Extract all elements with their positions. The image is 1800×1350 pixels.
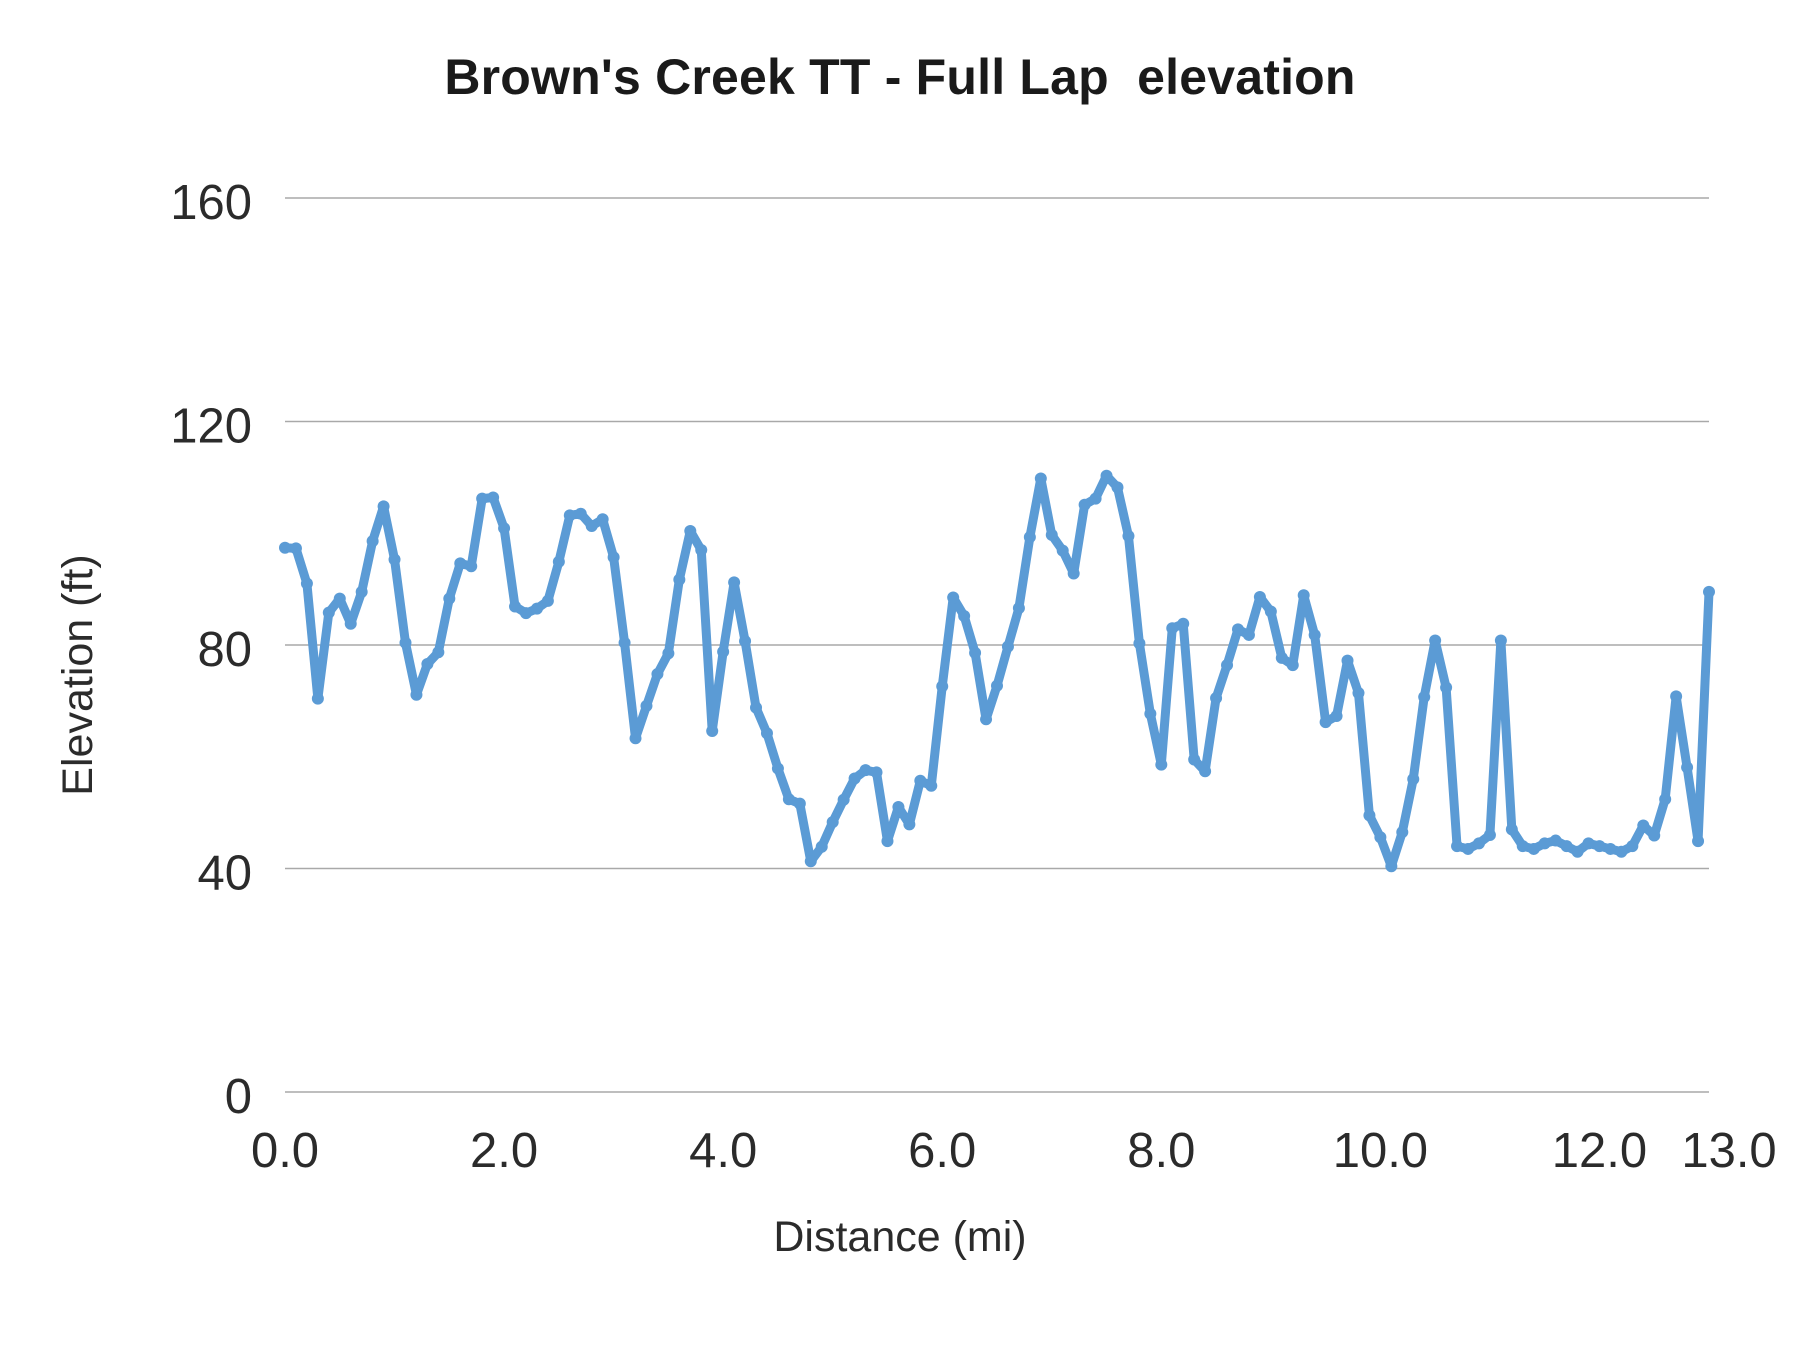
svg-text:0.0: 0.0: [251, 1124, 319, 1178]
svg-text:80: 80: [197, 623, 252, 677]
svg-text:4.0: 4.0: [689, 1124, 757, 1178]
svg-text:120: 120: [170, 400, 252, 454]
svg-text:160: 160: [170, 176, 252, 230]
svg-text:2.0: 2.0: [470, 1124, 538, 1178]
svg-text:40: 40: [197, 847, 252, 901]
svg-text:6.0: 6.0: [908, 1124, 976, 1178]
svg-text:8.0: 8.0: [1127, 1124, 1195, 1178]
svg-text:12.0: 12.0: [1552, 1124, 1647, 1178]
svg-text:13.0: 13.0: [1681, 1124, 1776, 1178]
svg-text:0: 0: [225, 1070, 252, 1124]
svg-text:10.0: 10.0: [1333, 1124, 1428, 1178]
